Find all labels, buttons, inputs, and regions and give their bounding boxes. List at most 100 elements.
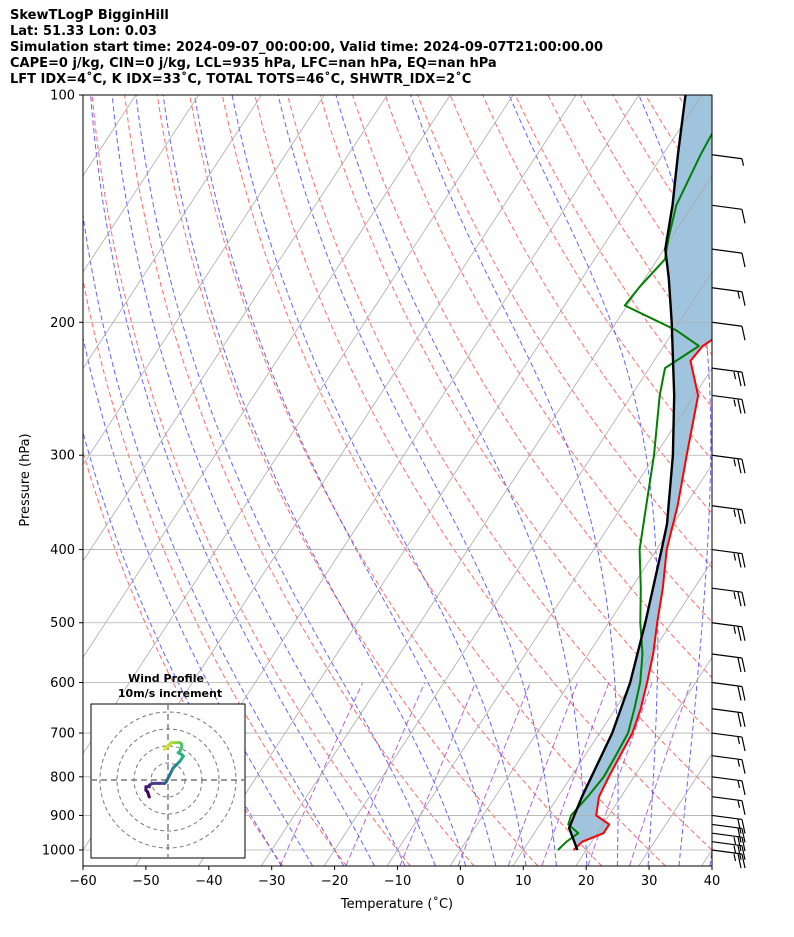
wind-barb-staff: [711, 841, 743, 847]
x-tick-label: 30: [641, 874, 658, 889]
moist-adiabat: [277, 95, 557, 866]
wind-barb-staff: [711, 823, 743, 830]
moist-adiabat: [335, 95, 588, 866]
isotherm: [83, 95, 325, 466]
wind-barb-flag: [741, 736, 746, 752]
dry-adiabat: [83, 449, 284, 866]
wind-barb-flag: [737, 845, 742, 860]
isotherm: [449, 463, 712, 866]
hodograph-subtitle: 10m/s increment: [118, 687, 222, 700]
dry-adiabat: [286, 95, 712, 793]
isotherm: [638, 752, 712, 866]
y-tick-label: 100: [50, 89, 75, 104]
dry-adiabat: [352, 95, 712, 679]
wind-barb-flag: [737, 712, 742, 727]
y-tick-label: 1000: [42, 844, 75, 859]
wind-barb-flag: [741, 399, 746, 414]
y-tick-label: 400: [50, 543, 75, 558]
wind-barb-half-flag: [737, 291, 741, 299]
wind-barb-staff: [711, 776, 743, 782]
dry-adiabat: [319, 95, 712, 735]
x-tick-label: −30: [258, 874, 285, 889]
cape-shading: [569, 95, 712, 850]
moist-adiabat: [709, 846, 712, 866]
wind-barb-half-flag: [733, 845, 737, 853]
wind-barb-staff: [711, 796, 743, 802]
wind-barb-staff: [711, 248, 743, 254]
wind-barb-staff: [711, 454, 743, 460]
wind-barb-flag: [741, 800, 746, 815]
wind-barb-staff: [711, 732, 743, 738]
moist-adiabat: [111, 95, 406, 866]
wind-barb-half-flag: [741, 158, 745, 166]
wind-barb-flag: [741, 837, 746, 852]
moist-adiabat: [231, 95, 527, 866]
isotherm: [386, 367, 712, 866]
dry-adiabat: [83, 277, 347, 866]
parcel-line: [567, 95, 687, 851]
wind-barb-staff: [711, 154, 743, 160]
wind-barb-flag: [741, 291, 746, 306]
y-tick-label: 500: [50, 616, 75, 631]
x-tick-label: 0: [456, 874, 464, 889]
isotherm: [83, 95, 514, 755]
isotherm: [83, 95, 388, 562]
wind-barb-staff: [711, 548, 743, 555]
dry-adiabat: [156, 95, 539, 866]
hodograph-title: Wind Profile: [128, 672, 204, 685]
wind-barb-flag: [737, 553, 742, 568]
wind-barb-half-flag: [733, 371, 737, 380]
header-location: Lat: 51.33 Lon: 0.03: [10, 24, 157, 39]
y-tick-label: 600: [50, 676, 75, 691]
wind-barb-staff: [711, 321, 743, 327]
wind-barb-flag: [741, 509, 746, 524]
x-tick-label: −40: [195, 874, 222, 889]
isotherm: [701, 849, 712, 866]
x-tick-label: 10: [515, 874, 532, 889]
header-cape: CAPE=0 j/kg, CIN=0 j/kg, LCL=935 hPa, LF…: [10, 56, 497, 71]
wind-barb-flag: [741, 209, 746, 224]
wind-barb-staff: [711, 755, 743, 761]
wind-barb-flag: [741, 371, 746, 387]
wind-barb-flag: [741, 759, 746, 774]
moist-adiabat: [135, 95, 436, 866]
wind-barb-staff: [711, 587, 743, 593]
wind-barbs: [711, 154, 746, 869]
wind-barb-flag: [737, 853, 742, 869]
wind-barb-flag: [737, 837, 742, 852]
profile-lines: [557, 95, 712, 851]
dry-adiabat: [189, 95, 603, 866]
wind-barb-flag: [737, 371, 742, 387]
wind-barb-flag: [741, 845, 746, 860]
moist-adiabat: [409, 95, 619, 866]
wind-barb-flag: [737, 819, 742, 834]
wind-barb-flag: [741, 828, 746, 843]
wind-barb-flag: [741, 592, 746, 607]
wind-barb-half-flag: [733, 837, 737, 845]
x-axis-label: Temperature (˚C): [340, 896, 453, 912]
moist-adiabat: [83, 430, 282, 866]
dry-adiabat: [449, 95, 712, 515]
moist-adiabat: [194, 95, 497, 866]
isotherm: [83, 95, 451, 659]
header-times: Simulation start time: 2024-09-07_00:00:…: [10, 40, 603, 55]
wind-barb-flag: [741, 819, 746, 834]
wind-barb-staff: [711, 367, 743, 373]
y-tick-label: 200: [50, 316, 75, 331]
wind-barb-half-flag: [733, 399, 737, 407]
mixing-ratio-line: [541, 682, 610, 866]
wind-barb-staff: [711, 849, 743, 855]
dry-adiabat: [384, 95, 712, 623]
wind-barb-staff: [711, 287, 743, 293]
mixing-ratio-line: [507, 682, 578, 866]
wind-barb-half-flag: [733, 626, 737, 634]
wind-barb-staff: [711, 814, 743, 821]
axes: −60 −50 −40 −30 −20 −10 0 10 20 30 40 100 200 300 400 5…: [42, 89, 720, 890]
wind-barb-staff: [711, 394, 743, 401]
cape-shaded-area: [569, 95, 712, 850]
wind-barb-half-flag: [733, 592, 737, 600]
wind-barb-flag: [741, 853, 746, 869]
wind-barb-staff: [711, 681, 743, 688]
header-indices: LFT IDX=4˚C, K IDX=33˚C, TOTAL TOTS=46˚C…: [10, 72, 472, 87]
